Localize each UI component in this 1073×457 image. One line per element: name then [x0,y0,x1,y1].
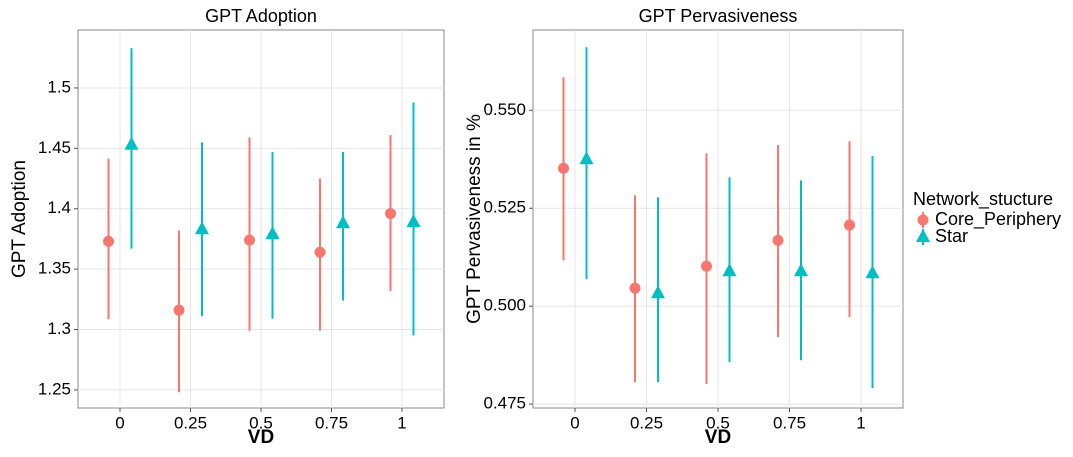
x-tick-label: 0 [115,413,124,432]
chart-title: GPT Pervasiveness [639,6,798,26]
point [629,282,641,294]
x-tick-label: 0.25 [630,413,663,432]
y-tick-label: 0.550 [483,100,526,119]
point [406,214,421,228]
x-tick-label: 1 [397,413,406,432]
legend-title: Network_stucture [913,189,1053,210]
y-tick-label: 1.45 [38,138,71,157]
x-tick-label: 1 [856,413,865,432]
x-tick-label: 0.5 [249,413,273,432]
point [124,136,139,150]
point [173,304,185,316]
legend-label: Core_Periphery [935,209,1061,230]
x-tick-label: 0 [570,413,579,432]
point [385,208,396,220]
point [772,234,784,246]
point [336,215,350,229]
y-tick-label: 0.525 [483,198,526,217]
y-tick-label: 1.25 [38,379,71,398]
y-axis-label: GPT Adoption [9,160,30,278]
point [701,260,712,272]
x-axis-label: VD [248,427,274,448]
point [195,221,209,235]
x-tick-label: 0.5 [706,413,730,432]
x-tick-label: 0.75 [315,413,348,432]
y-tick-label: 1.35 [38,259,71,278]
y-tick-label: 0.475 [483,394,526,413]
x-tick-label: 0.75 [773,413,806,432]
point [244,234,255,246]
y-axis-label: GPT Pervasiveness in % [464,114,485,324]
y-tick-label: 0.500 [483,296,526,315]
y-tick-label: 1.5 [47,77,71,96]
point [579,151,594,165]
point [651,285,665,299]
point [917,214,929,226]
x-axis-label: VD [705,427,731,448]
chart-title: GPT Adoption [205,6,317,26]
point [865,265,880,279]
legend-label: Star [935,226,968,246]
point [794,263,808,277]
y-tick-label: 1.3 [47,319,71,338]
point [916,229,930,242]
point [103,235,114,247]
x-tick-label: 0.25 [174,413,207,432]
point [265,226,280,240]
point [844,219,855,231]
y-tick-label: 1.4 [47,198,71,217]
point [314,246,326,258]
point [722,263,737,277]
point [558,162,569,174]
